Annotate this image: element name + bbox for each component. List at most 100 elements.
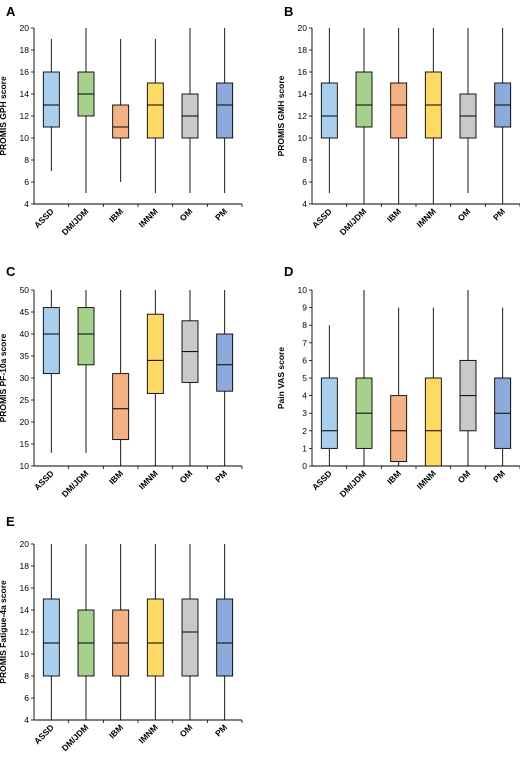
box [216,598,234,677]
y-tick-label: 25 [20,395,30,405]
y-tick-label: 8 [24,155,29,165]
y-tick-label: 10 [20,649,30,659]
y-tick-label: 6 [24,693,29,703]
box [42,71,60,128]
x-tick-label: ASSD [32,468,56,492]
x-tick-label: IMNM [415,468,438,491]
x-tick-label: OM [178,206,195,223]
chart-panel-d: D Pain VAS score 0 1 2 3 4 5 6 7 8 9 10 ASSD DM/JDM IBM… [276,264,520,499]
box [146,82,164,139]
box [320,377,338,449]
x-tick-label: IMNM [137,722,160,745]
y-tick-label: 10 [298,285,308,295]
x-tick-label: PM [213,206,229,222]
y-tick-label: 7 [302,338,307,348]
y-tick-label: 20 [20,23,30,33]
x-tick-label: ASSD [310,468,334,492]
box [320,82,338,139]
box [216,333,234,392]
y-tick-label: 4 [24,199,29,209]
y-tick-label: 10 [298,133,308,143]
x-tick-label: IBM [107,206,125,224]
y-tick-label: 16 [298,67,308,77]
x-tick-label: IBM [107,468,125,486]
y-tick-label: 15 [20,439,30,449]
y-tick-label: 8 [24,671,29,681]
x-tick-label: IBM [107,722,125,740]
x-tick-label: DM/JDM [60,722,91,753]
y-tick-label: 50 [20,285,30,295]
y-axis-title: PROMIS PF-10a score [0,333,8,422]
panel-letter: A [6,4,16,19]
chart-panel-c: C PROMIS PF-10a score 10 15 20 25 30 35 40 45 50 AS… [0,264,243,499]
y-tick-label: 8 [302,155,307,165]
y-tick-label: 9 [302,303,307,313]
x-tick-label: PM [491,206,507,222]
box [42,598,60,677]
x-tick-label: IMNM [137,206,160,229]
box [77,307,95,366]
y-tick-label: 18 [20,45,30,55]
x-tick-label: IMNM [137,468,160,491]
box [181,598,199,677]
y-tick-label: 0 [302,461,307,471]
y-tick-label: 10 [20,461,30,471]
y-tick-label: 1 [302,443,307,453]
y-tick-label: 6 [302,355,307,365]
box [424,377,442,467]
x-tick-label: OM [178,468,195,485]
y-tick-label: 18 [298,45,308,55]
y-tick-label: 2 [302,426,307,436]
y-tick-label: 30 [20,373,30,383]
x-tick-label: ASSD [32,206,56,230]
panel-letter: D [284,264,293,279]
box [42,307,60,375]
y-tick-label: 20 [20,539,30,549]
y-tick-label: 18 [20,561,30,571]
x-tick-label: DM/JDM [338,468,369,499]
x-tick-label: OM [456,206,473,223]
box [146,598,164,677]
y-tick-label: 5 [302,373,307,383]
y-tick-label: 40 [20,329,30,339]
box [146,313,164,394]
panel-letter: E [6,514,15,529]
x-tick-label: IMNM [415,206,438,229]
panel-letter: C [6,264,16,279]
chart-panel-a: A PROMIS GPH score 4 6 8 10 12 14 16 18 20 ASSD DM/J… [0,4,243,237]
y-tick-label: 14 [298,89,308,99]
y-tick-label: 6 [24,177,29,187]
y-tick-label: 12 [20,627,30,637]
y-tick-label: 20 [298,23,308,33]
x-tick-label: IBM [385,468,403,486]
y-tick-label: 6 [302,177,307,187]
y-tick-label: 12 [20,111,30,121]
y-tick-label: 8 [302,320,307,330]
box [112,104,130,139]
box [390,82,408,139]
y-tick-label: 12 [298,111,308,121]
y-axis-title: Pain VAS score [276,347,286,409]
panel-letter: B [284,4,293,19]
y-tick-label: 14 [20,89,30,99]
x-tick-label: PM [491,468,507,484]
x-tick-label: ASSD [32,722,56,746]
y-tick-label: 4 [302,199,307,209]
y-axis-title: PROMIS GMH score [276,75,286,156]
box [355,71,373,128]
y-tick-label: 14 [20,605,30,615]
y-tick-label: 4 [24,715,29,725]
x-tick-label: OM [178,722,195,739]
y-tick-label: 35 [20,351,30,361]
x-tick-label: OM [456,468,473,485]
x-tick-label: DM/JDM [338,206,369,237]
box [216,82,234,139]
x-tick-label: PM [213,468,229,484]
x-tick-label: IBM [385,206,403,224]
x-tick-label: DM/JDM [60,206,91,237]
y-tick-label: 3 [302,408,307,418]
y-tick-label: 20 [20,417,30,427]
y-tick-label: 16 [20,583,30,593]
box [390,395,408,463]
